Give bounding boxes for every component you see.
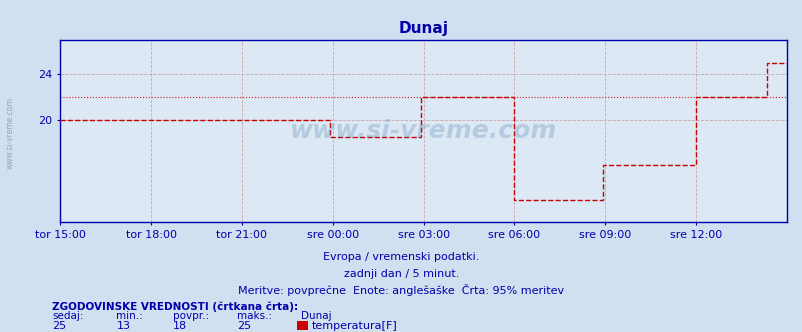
Text: 18: 18 xyxy=(172,321,187,331)
Text: Meritve: povprečne  Enote: anglešaške  Črta: 95% meritev: Meritve: povprečne Enote: anglešaške Črt… xyxy=(238,285,564,296)
Text: Evropa / vremenski podatki.: Evropa / vremenski podatki. xyxy=(323,252,479,262)
Title: Dunaj: Dunaj xyxy=(398,21,448,36)
Text: min.:: min.: xyxy=(116,311,143,321)
Text: ZGODOVINSKE VREDNOSTI (črtkana črta):: ZGODOVINSKE VREDNOSTI (črtkana črta): xyxy=(52,301,298,312)
Text: sedaj:: sedaj: xyxy=(52,311,83,321)
Text: www.si-vreme.com: www.si-vreme.com xyxy=(290,119,557,143)
Text: povpr.:: povpr.: xyxy=(172,311,209,321)
Text: 13: 13 xyxy=(116,321,130,331)
Text: 25: 25 xyxy=(52,321,67,331)
Text: zadnji dan / 5 minut.: zadnji dan / 5 minut. xyxy=(343,269,459,279)
Text: maks.:: maks.: xyxy=(237,311,272,321)
Text: Dunaj: Dunaj xyxy=(301,311,331,321)
Text: www.si-vreme.com: www.si-vreme.com xyxy=(6,97,15,169)
Text: temperatura[F]: temperatura[F] xyxy=(311,321,397,331)
Text: 25: 25 xyxy=(237,321,251,331)
